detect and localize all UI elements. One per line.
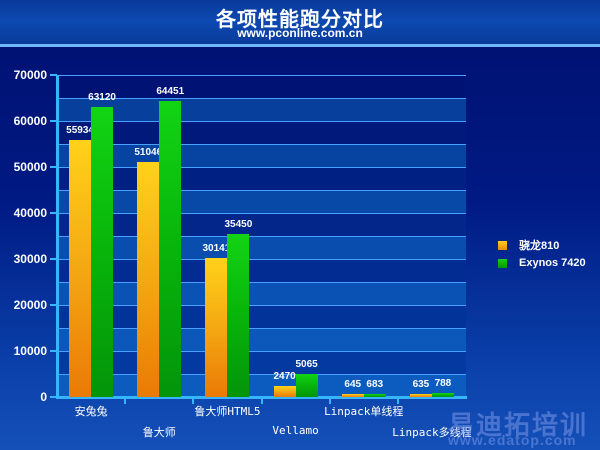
y-tick-label: 30000 [13, 252, 47, 266]
plot-band [57, 190, 466, 213]
legend: 骁龙810 Exynos 7420 [498, 236, 586, 272]
chart-subtitle: www.pconline.com.cn [237, 26, 363, 40]
plot-band [57, 167, 466, 190]
header-divider [0, 44, 600, 47]
chart-title: 各项性能跑分对比 [216, 7, 384, 31]
gridline [57, 213, 466, 214]
category-label: 鲁大师HTML5 [194, 405, 261, 418]
watermark-url: www.edatop.com [448, 432, 577, 448]
value-label: 51046 [134, 147, 163, 159]
watermark-logo: 易迪拓培训 [448, 411, 589, 441]
bar-exynos7420 [159, 100, 182, 397]
bar-exynos7420 [363, 393, 386, 397]
bar-snapdragon810 [273, 385, 296, 397]
y-tick [50, 74, 57, 76]
x-tick [124, 398, 127, 404]
x-axis [56, 396, 467, 399]
y-tick [50, 258, 57, 260]
category-label: Vellamo [272, 424, 319, 437]
y-tick-label: 0 [40, 390, 47, 404]
value-label: 645 [344, 379, 362, 390]
bar-exynos7420 [431, 393, 454, 397]
gridline [57, 121, 466, 122]
header-band [0, 0, 600, 44]
gridline [57, 98, 466, 99]
bar-snapdragon810 [137, 162, 160, 397]
legend-item-series2: Exynos 7420 [498, 254, 586, 272]
value-label: 64451 [156, 85, 185, 97]
bar-exynos7420 [227, 233, 250, 397]
y-tick-label: 20000 [13, 298, 47, 312]
category-label: Linpack单线程 [324, 405, 404, 418]
legend-label: 骁龙810 [519, 240, 560, 252]
gridline [57, 190, 466, 191]
value-label: 30141 [202, 243, 231, 255]
value-label: 63120 [88, 91, 116, 103]
category-label: Linpack多线程 [392, 426, 472, 439]
y-tick-label: 10000 [13, 344, 47, 358]
x-tick [260, 398, 263, 404]
y-tick [50, 120, 57, 122]
value-label: 55934 [66, 124, 94, 136]
gridline [57, 282, 466, 283]
gridline [57, 374, 466, 375]
value-label: 35450 [224, 218, 253, 230]
y-tick [50, 350, 57, 352]
y-tick-label: 40000 [13, 206, 47, 220]
x-tick [328, 398, 331, 404]
y-tick-label: 60000 [13, 114, 47, 128]
legend-item-series1: 骁龙810 [498, 236, 586, 254]
value-label: 788 [434, 378, 452, 390]
gridline [57, 305, 466, 306]
y-tick [50, 304, 57, 306]
gridline [57, 351, 466, 352]
plot-band [57, 121, 466, 144]
plot-band [57, 305, 466, 328]
plot-band [57, 282, 466, 305]
y-axis [56, 75, 59, 399]
plot-area [57, 75, 466, 398]
plot-band [57, 75, 466, 98]
bar-snapdragon810 [409, 394, 432, 397]
bar-snapdragon810 [205, 258, 228, 397]
plot-band [57, 144, 466, 167]
bar-snapdragon810 [69, 139, 92, 397]
gridline [57, 167, 466, 168]
category-label: 鲁大师 [142, 426, 176, 439]
bar-snapdragon810 [341, 394, 364, 397]
value-label: 5065 [295, 358, 318, 370]
value-label: 2470 [273, 370, 296, 382]
legend-swatch-green [498, 258, 507, 268]
gridline [57, 75, 466, 76]
gridline [57, 259, 466, 260]
gridline [57, 236, 466, 237]
plot-band [57, 259, 466, 282]
gridline [57, 328, 466, 329]
category-label: 安兔兔 [74, 405, 108, 418]
y-tick [50, 166, 57, 168]
gridline [57, 144, 466, 145]
y-tick [50, 396, 57, 398]
plot-band [57, 236, 466, 259]
plot-band [57, 351, 466, 374]
plot-band [57, 213, 466, 236]
bar-exynos7420 [91, 106, 114, 397]
plot-band [57, 328, 466, 351]
value-label: 683 [366, 378, 384, 390]
x-tick [192, 398, 195, 404]
y-tick-label: 50000 [13, 160, 47, 174]
bar-exynos7420 [295, 373, 318, 397]
value-label: 635 [412, 379, 430, 390]
y-tick-label: 70000 [13, 68, 47, 82]
legend-label: Exynos 7420 [519, 257, 586, 269]
x-tick [396, 398, 399, 404]
legend-swatch-orange [498, 240, 507, 250]
y-tick [50, 212, 57, 214]
